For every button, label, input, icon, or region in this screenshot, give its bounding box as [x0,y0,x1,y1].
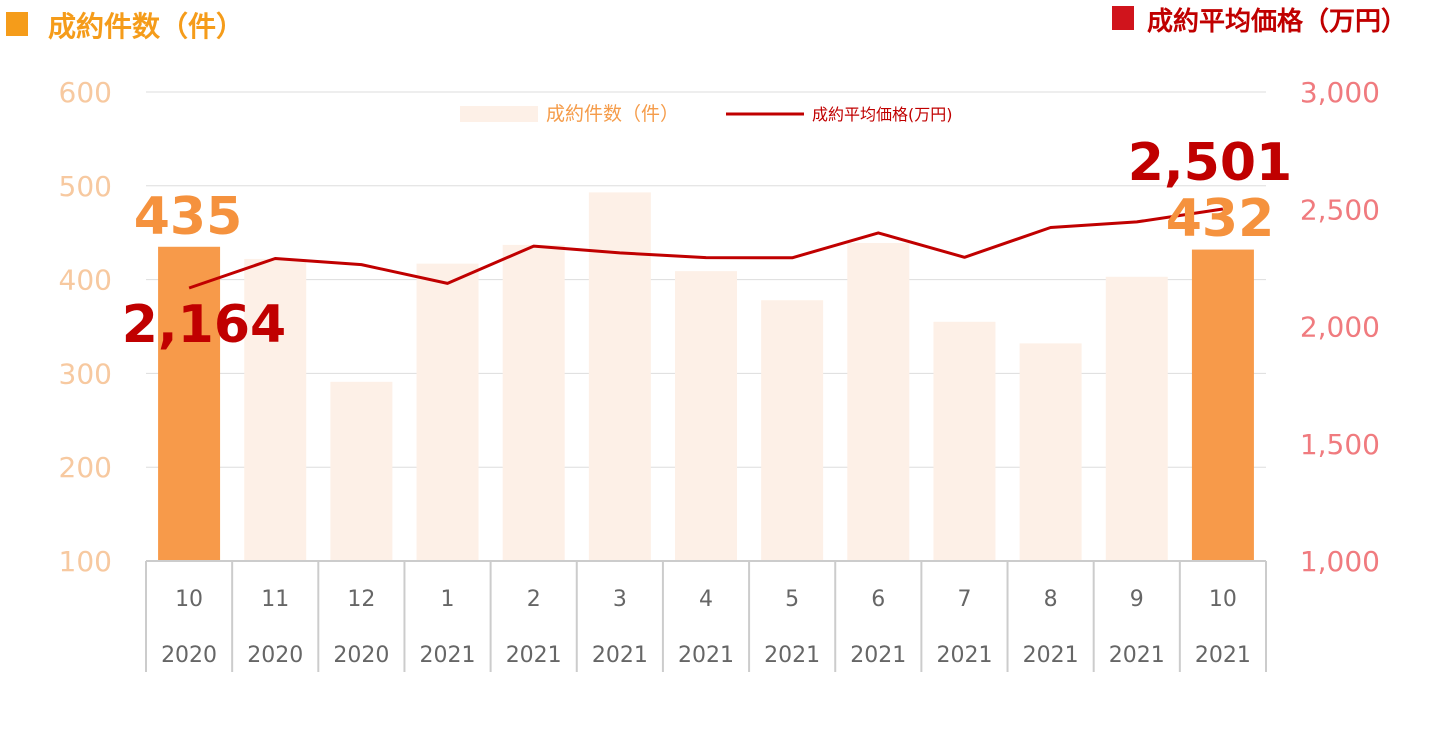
category-month-label: 6 [871,587,885,612]
left-title-square-icon [6,12,28,36]
line-series [188,207,1224,290]
right-tick-label: 2,500 [1300,193,1380,226]
right-title-square-icon [1112,6,1134,30]
left-tick-label: 500 [59,170,112,203]
category-month-label: 12 [347,587,375,612]
category-month-label: 4 [699,587,713,612]
category-month-label: 7 [957,587,971,612]
bar-6 [675,271,737,561]
category-axis: 10 2020 11 2020 12 2020 1 2021 2 2021 3 2021 4 2021 5 2… [145,560,1267,672]
category-year-label: 2021 [592,643,648,668]
category-year-label: 2021 [1195,643,1251,668]
legend-bar-label: 成約件数（件） [546,103,679,125]
category-year-label: 2021 [936,643,992,668]
left-tick-label: 600 [59,76,112,109]
bar-5 [588,192,651,561]
category-month-label: 10 [175,587,203,612]
category-year-label: 2021 [1109,643,1165,668]
category-year-label: 2021 [850,643,906,668]
category-month-label: 10 [1209,587,1237,612]
category-month-label: 5 [785,587,799,612]
category-year-label: 2021 [678,643,734,668]
bar-7 [761,300,824,561]
bar-10 [1019,343,1082,561]
right-tick-label: 1,000 [1300,545,1380,578]
bar-label-first: 435 [134,187,243,247]
line-label-first: 2,164 [122,295,286,355]
line-label-last: 2,501 [1128,133,1292,193]
legend: 成約件数（件） 成約平均価格(万円) [460,103,953,125]
left-tick-label: 100 [59,545,112,578]
bar-9 [933,321,996,561]
category-year-label: 2021 [420,643,476,668]
right-axis-title: 成約平均価格（万円） [1147,6,1407,37]
category-year-label: 2020 [247,643,303,668]
category-year-label: 2021 [506,643,562,668]
category-month-label: 11 [261,587,289,612]
bar-series [158,192,1254,562]
category-month-label: 2 [527,587,541,612]
bar-8 [847,243,910,561]
left-axis-title: 成約件数（件） [48,10,244,43]
category-year-label: 2021 [764,643,820,668]
legend-bar-swatch [460,106,538,122]
bar-0 [158,246,221,561]
right-axis-ticks: 1,000 1,500 2,000 2,500 3,000 [1300,76,1380,578]
left-tick-label: 400 [59,264,112,297]
category-year-label: 2020 [333,643,389,668]
category-year-label: 2021 [1023,643,1079,668]
category-month-label: 3 [613,587,627,612]
right-tick-label: 1,500 [1300,428,1380,461]
right-tick-label: 3,000 [1300,76,1380,109]
bar-label-last: 432 [1166,189,1275,249]
bar-1 [244,258,307,561]
category-month-label: 9 [1130,587,1144,612]
legend-line-label: 成約平均価格(万円) [812,105,953,124]
bar-12 [1191,249,1254,562]
left-tick-label: 200 [59,451,112,484]
bar-4 [502,244,565,562]
right-tick-label: 2,000 [1300,311,1380,344]
left-tick-label: 300 [59,357,112,390]
bar-3 [416,263,479,561]
category-month-label: 1 [441,587,455,612]
left-axis-ticks: 100 200 300 400 500 600 [59,76,112,578]
bar-11 [1105,276,1168,561]
category-month-label: 8 [1044,587,1058,612]
bar-2 [330,381,393,561]
price-line [188,207,1224,290]
category-year-label: 2020 [161,643,217,668]
